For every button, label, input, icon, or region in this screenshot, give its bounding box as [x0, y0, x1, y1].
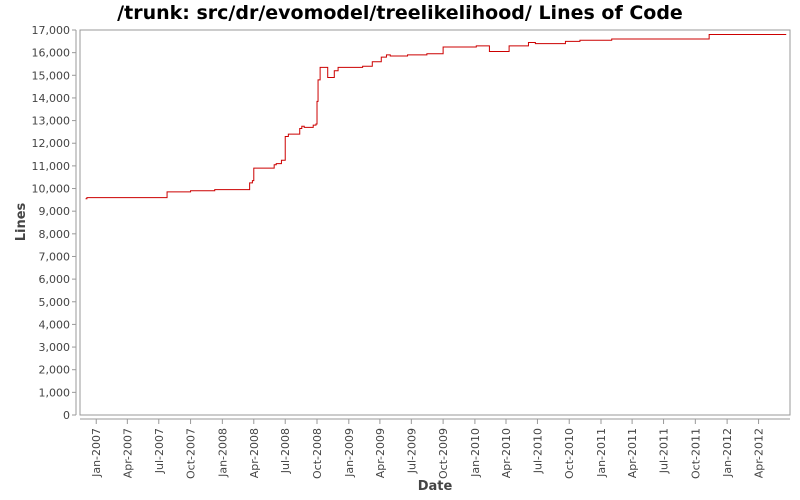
y-tick-label: 0 — [63, 409, 70, 422]
x-tick-label: Jul-2010 — [531, 428, 544, 474]
y-tick-label: 10,000 — [32, 183, 71, 196]
series-line — [85, 34, 787, 200]
y-tick-label: 14,000 — [32, 92, 71, 105]
y-tick-label: 16,000 — [32, 47, 71, 60]
x-tick-label: Jul-2008 — [279, 428, 292, 474]
y-tick-label: 6,000 — [39, 273, 71, 286]
x-tick-label: Oct-2008 — [311, 428, 324, 479]
x-tick-label: Apr-2012 — [753, 428, 766, 478]
x-axis-ticks: Jan-2007 Apr-2007 Jul-2007 Oct-2007 Jan-2008… — [90, 419, 766, 479]
y-tick-label: 2,000 — [39, 364, 71, 377]
x-tick-label: Jul-2009 — [405, 428, 418, 474]
x-tick-label: Oct-2009 — [437, 428, 450, 479]
x-tick-label: Jan-2012 — [721, 428, 734, 478]
x-tick-label: Apr-2009 — [374, 428, 387, 478]
plot-area — [79, 29, 791, 416]
x-tick-label: Oct-2010 — [563, 428, 576, 479]
x-tick-label: Jul-2011 — [658, 428, 671, 474]
x-tick-label: Apr-2010 — [500, 428, 513, 478]
y-axis-label: Lines — [14, 202, 29, 241]
y-tick-label: 4,000 — [39, 318, 71, 331]
y-tick-label: 13,000 — [32, 115, 71, 128]
y-tick-label: 9,000 — [39, 205, 71, 218]
y-tick-label: 5,000 — [39, 296, 71, 309]
y-tick-label: 11,000 — [32, 160, 71, 173]
y-tick-label: 1,000 — [39, 386, 71, 399]
x-tick-label: Jan-2011 — [595, 428, 608, 478]
y-tick-label: 12,000 — [32, 137, 71, 150]
y-tick-label: 8,000 — [39, 228, 71, 241]
x-tick-label: Jan-2007 — [90, 428, 103, 478]
x-tick-label: Apr-2008 — [248, 428, 261, 478]
chart-title: /trunk: src/dr/evomodel/treelikelihood/ … — [117, 2, 683, 24]
y-tick-label: 3,000 — [39, 341, 71, 354]
y-axis-ticks: 0 1,000 2,000 3,000 4,000 5,000 6,000 7,000 8,00… — [32, 24, 76, 422]
y-tick-label: 7,000 — [39, 250, 71, 263]
y-tick-label: 17,000 — [32, 24, 71, 37]
x-axis-label: Date — [418, 479, 453, 494]
x-tick-label: Apr-2007 — [121, 428, 134, 478]
y-tick-label: 15,000 — [32, 69, 71, 82]
x-tick-label: Jan-2010 — [469, 428, 482, 478]
x-tick-label: Oct-2007 — [185, 428, 198, 479]
x-tick-label: Jan-2009 — [343, 428, 356, 478]
x-tick-label: Jan-2008 — [216, 428, 229, 478]
x-tick-label: Oct-2011 — [689, 428, 702, 479]
x-tick-label: Jul-2007 — [153, 428, 166, 474]
series-group — [85, 34, 787, 200]
x-tick-label: Apr-2011 — [626, 428, 639, 478]
